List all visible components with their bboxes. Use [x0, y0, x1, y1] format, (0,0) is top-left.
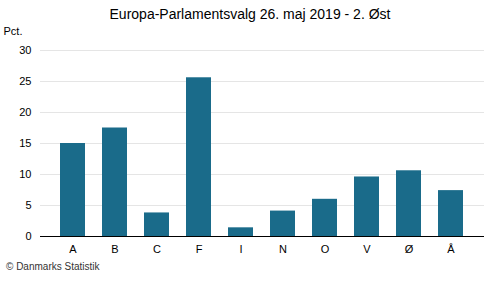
- svg-text:15: 15: [19, 137, 31, 149]
- svg-text:I: I: [239, 243, 242, 255]
- svg-text:O: O: [321, 243, 330, 255]
- svg-text:Ø: Ø: [405, 243, 414, 255]
- svg-text:V: V: [363, 243, 371, 255]
- html-text:Europa-Parlamentsvalg 26. maj: Europa-Parlamentsvalg 26. maj 2019 - 2. …: [109, 6, 391, 22]
- svg-text:20: 20: [19, 106, 31, 118]
- svg-text:10: 10: [19, 168, 31, 180]
- svg-text:Pct.: Pct.: [4, 25, 23, 37]
- svg-text:0: 0: [25, 230, 31, 242]
- svg-text:Å: Å: [447, 243, 455, 255]
- svg-text:N: N: [279, 243, 287, 255]
- svg-text:C: C: [153, 243, 161, 255]
- svg-text:30: 30: [19, 44, 31, 56]
- svg-text:A: A: [69, 243, 77, 255]
- svg-text:F: F: [196, 243, 203, 255]
- svg-text:B: B: [111, 243, 118, 255]
- html-text:© Danmarks Statistik: © Danmarks Statistik: [6, 261, 100, 272]
- svg-text:25: 25: [19, 75, 31, 87]
- svg-text:5: 5: [25, 199, 31, 211]
